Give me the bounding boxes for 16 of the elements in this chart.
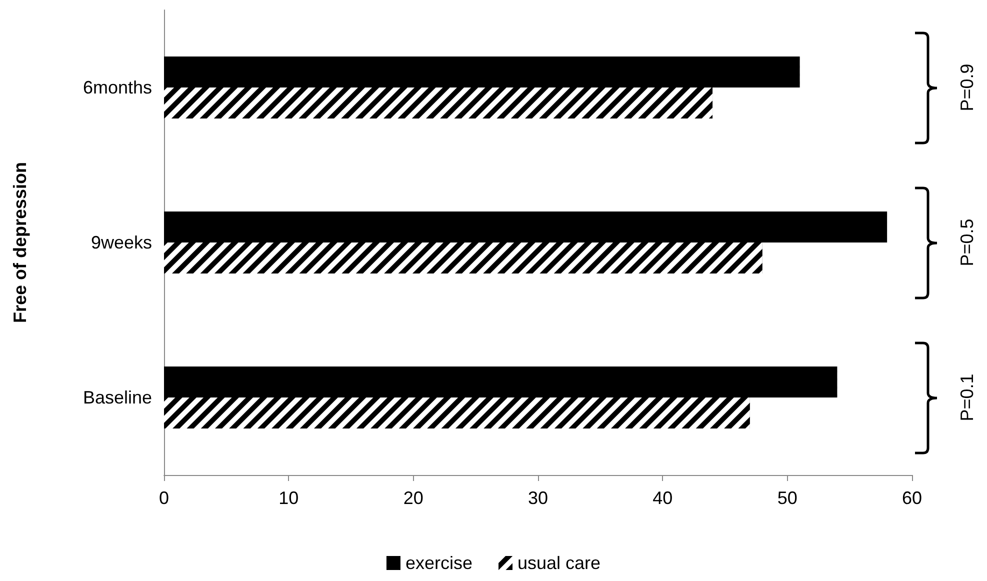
- y-tick-label: 6months: [82, 78, 152, 98]
- x-tick-label: 0: [158, 488, 170, 508]
- x-tick-label: 20: [403, 488, 424, 508]
- x-tick-label: 50: [777, 488, 798, 508]
- text: P=0.9: [957, 64, 977, 112]
- x-tick-label: 10: [278, 488, 299, 508]
- x-tick-label: 60: [902, 488, 922, 508]
- x-tick-label: 40: [652, 488, 673, 508]
- legend-label: usual care: [517, 553, 601, 573]
- y-tick-label: 9weeks: [90, 232, 152, 252]
- text: P=0.1: [957, 374, 977, 422]
- y-tick-label: Baseline: [82, 388, 152, 408]
- y-axis-title: Free of depression: [10, 162, 30, 324]
- x-tick-label: 30: [528, 488, 548, 508]
- legend-label: exercise: [405, 553, 472, 573]
- text: P=0.5: [957, 218, 977, 266]
